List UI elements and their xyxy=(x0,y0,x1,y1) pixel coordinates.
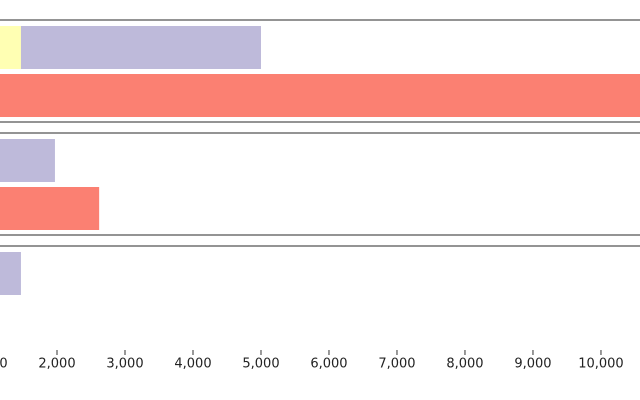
x-tick-label: 8,000 xyxy=(446,357,483,372)
bar xyxy=(0,187,100,230)
x-tick-label: 3,000 xyxy=(106,357,143,372)
bar xyxy=(0,74,640,117)
x-tick-label: 7,000 xyxy=(378,357,415,372)
bar xyxy=(0,252,21,295)
x-tick-label: 4,000 xyxy=(174,357,211,372)
x-tick-label: 2,000 xyxy=(38,357,75,372)
x-tick-label: 6,000 xyxy=(310,357,347,372)
bar xyxy=(0,139,55,182)
x-tick-label: 10,000 xyxy=(578,357,624,372)
bar xyxy=(20,26,261,69)
x-tick-label: 1,000 xyxy=(0,357,8,372)
x-tick-label: 5,000 xyxy=(242,357,279,372)
bar xyxy=(0,26,21,69)
x-tick-label: 9,000 xyxy=(514,357,551,372)
